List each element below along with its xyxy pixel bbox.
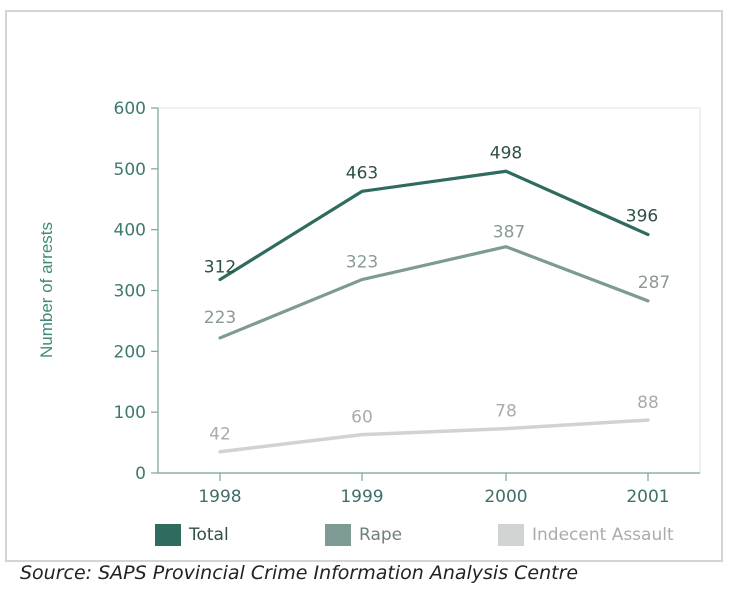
data-labels: 312 463 498 396 223 323 387 287 42 60 78 88 (204, 143, 670, 444)
legend-label: Rape (359, 525, 403, 545)
series-lines (218, 169, 650, 454)
legend-swatch (325, 524, 351, 546)
chart-frame (5, 10, 723, 562)
data-label: 463 (346, 163, 378, 183)
x-tick-label: 2001 (626, 487, 669, 507)
source-note: Source: SAPS Provincial Crime Informatio… (20, 562, 579, 584)
data-label: 387 (493, 223, 525, 243)
data-label: 323 (346, 253, 378, 273)
y-axis-ticks: 0 100 200 300 400 500 600 (114, 99, 158, 484)
y-tick-label: 100 (114, 403, 146, 423)
legend-item: Total (155, 522, 229, 548)
series-line-0 (218, 169, 650, 282)
legend-label: Indecent Assault (532, 525, 674, 545)
data-label: 42 (209, 425, 231, 445)
legend-item: Rape (325, 522, 402, 548)
x-tick-label: 1999 (340, 487, 383, 507)
data-label: 88 (637, 393, 659, 413)
data-label: 312 (204, 258, 236, 278)
legend-item: Indecent Assault (498, 522, 674, 548)
data-label: 223 (204, 308, 236, 328)
series-line-1 (218, 245, 650, 340)
series-line-2 (218, 418, 650, 454)
x-tick-label: 1998 (198, 487, 241, 507)
data-label: 60 (351, 408, 373, 428)
x-axis-ticks: 1998 1999 2000 2001 (198, 473, 670, 507)
legend-swatch (155, 524, 181, 546)
x-tick-label: 2000 (484, 487, 527, 507)
y-tick-label: 500 (114, 160, 146, 180)
data-label: 498 (490, 143, 522, 163)
data-label: 78 (495, 402, 517, 422)
legend-label: Total (189, 525, 229, 545)
y-tick-label: 600 (114, 99, 146, 119)
y-tick-label: 400 (114, 221, 146, 241)
y-axis-title: Number of arrests (37, 222, 56, 358)
data-label: 396 (626, 207, 658, 227)
y-tick-label: 300 (114, 282, 146, 302)
data-label: 287 (638, 273, 670, 293)
legend: Total Rape Indecent Assault (155, 522, 715, 548)
y-tick-label: 200 (114, 342, 146, 362)
legend-swatch (498, 524, 524, 546)
y-tick-label: 0 (135, 464, 146, 484)
